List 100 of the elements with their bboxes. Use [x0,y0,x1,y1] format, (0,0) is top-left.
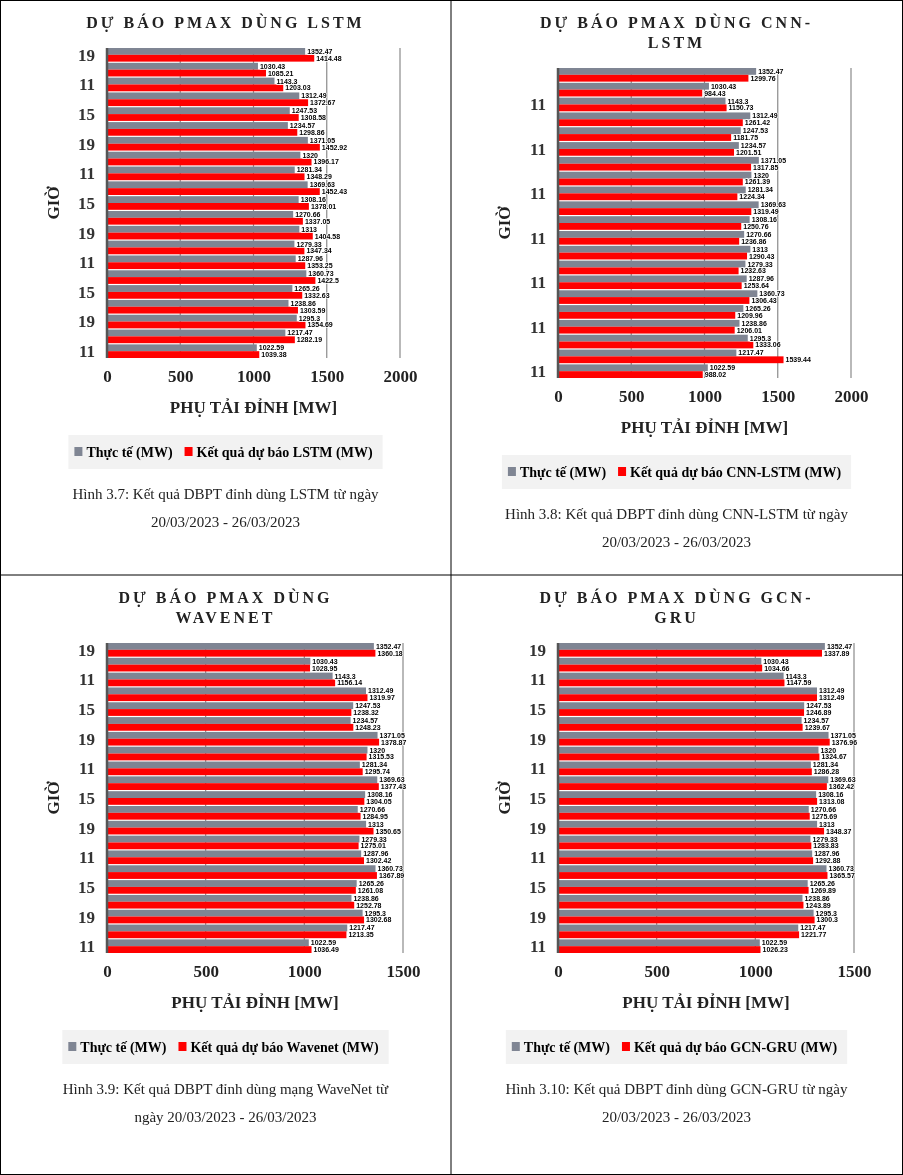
y-tick-label: 19 [529,818,546,838]
y-tick-label: 15 [78,700,95,720]
y-tick-label: 11 [78,759,95,779]
y-axis-title: GIỜ [44,185,63,220]
x-tick-label: 500 [619,387,645,407]
y-tick-label: 15 [529,700,546,720]
y-tick-label: 11 [529,139,546,159]
x-axis-title: PHỤ TẢI ĐỈNH [MW] [622,993,790,1012]
y-tick-label: 19 [78,312,95,332]
x-tick-label: 0 [554,962,563,982]
y-tick-label: 19 [78,729,95,749]
x-tick-label: 500 [644,962,670,982]
bar [558,282,742,290]
legend-label: Thực tế (MW) [86,445,173,461]
bar [107,886,356,894]
text: Hình 3.10: Kết quả DBPT đỉnh dùng GCN-GRU từ ngày 20/03/2023 - 26/03/2023 [505,1081,848,1125]
y-tick-label: 19 [78,907,95,927]
bar [558,768,812,776]
y-tick-label: 11 [78,164,95,184]
bar [107,262,306,270]
bar [107,679,336,687]
y-tick-label: 19 [78,45,95,65]
y-tick-label: 19 [78,640,95,660]
bar [558,119,743,127]
y-tick-label: 15 [78,877,95,897]
y-tick-label: 11 [529,228,546,248]
x-tick-label: 1000 [237,367,271,387]
y-tick-label: 11 [78,75,95,95]
x-tick-label: 1500 [310,367,345,387]
bar [558,709,805,716]
y-axis-title: GIỜ [495,205,514,240]
bar [107,48,306,55]
chart-title: DỰ BÁO PMAX DÙNG CNN-LSTM [539,13,814,51]
x-tick-label: 1500 [837,962,872,982]
y-tick-label: 19 [78,223,95,243]
legend-label: Kết quả dự báo GCN-GRU (MW) [633,1040,838,1056]
bar [558,842,812,850]
y-tick-label: 19 [529,907,546,927]
bar [107,99,309,107]
bar [107,217,303,225]
y-tick-label: 11 [529,362,546,382]
x-tick-label: 0 [103,962,112,982]
bar [558,901,804,909]
x-axis-title: PHỤ TẢI ĐỈNH [MW] [171,993,339,1012]
bar [107,812,361,820]
y-tick-label: 11 [529,848,546,868]
bar [558,931,800,939]
legend-label: Thực tế (MW) [523,1040,611,1056]
bar [107,54,315,62]
x-tick-label: 1000 [688,387,722,407]
bar [558,326,735,334]
bar [558,311,736,319]
y-tick-label: 11 [529,184,546,204]
y-tick-label: 15 [529,877,546,897]
y-tick-label: 11 [78,848,95,868]
bar [107,114,299,121]
bar [107,306,298,314]
y-tick-label: 11 [529,95,546,115]
bar [558,812,810,820]
legend-label: Thực tế (MW) [80,1040,167,1056]
bar [558,267,739,275]
y-tick-label: 11 [78,253,95,273]
bar [558,223,742,230]
bar [107,768,363,776]
bar [558,738,830,746]
y-tick-label: 11 [529,670,546,690]
y-tick-label: 11 [78,342,95,362]
bar [107,946,312,953]
bar [558,798,818,805]
y-tick-label: 15 [529,788,546,808]
y-tick-label: 11 [529,759,546,779]
bar [558,946,761,953]
bar [107,842,359,850]
bar [107,84,284,92]
x-axis-title: PHỤ TẢI ĐỈNH [MW] [620,418,789,437]
text: Hình 3.7: Kết quả DBPT đỉnh dùng LSTM từ ngày 20/03/2023 - 26/03/2023 [72,486,380,530]
bar [558,134,732,141]
y-tick-label: 19 [529,640,546,660]
bar [107,143,320,151]
y-tick-label: 11 [529,937,546,957]
x-tick-label: 0 [554,387,563,407]
x-tick-label: 0 [103,367,112,387]
bar [107,336,295,344]
bar [107,738,380,746]
x-tick-label: 2000 [383,367,418,387]
y-axis-title: GIỜ [44,780,63,815]
bar [107,203,309,210]
chart-title: DỰ BÁO PMAX DÙNG WAVENET [118,588,333,626]
bar [558,783,827,790]
bar [107,649,376,657]
bar [107,247,305,255]
y-tick-label: 15 [78,105,95,125]
x-tick-label: 1500 [761,387,796,407]
bar [107,173,305,181]
bar [558,163,752,171]
bar [558,193,738,201]
bar [558,886,809,894]
bar [558,694,817,702]
chart-title: DỰ BÁO PMAX DÙNG LSTM [86,13,365,32]
bar [107,931,347,939]
